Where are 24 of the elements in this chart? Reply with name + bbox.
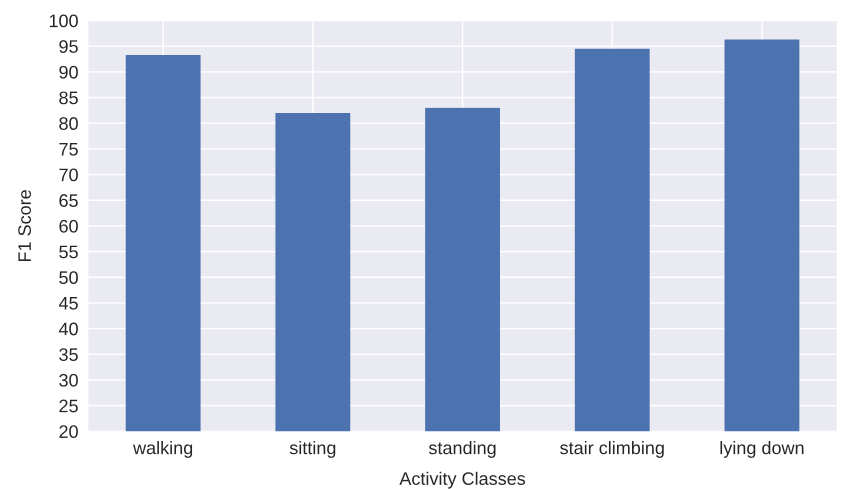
y-tick-label: 60 [59,220,78,233]
y-tick-label: 35 [59,348,78,361]
y-tick-label: 65 [59,194,78,207]
y-tick-label: 70 [59,168,78,182]
x-tick-label: lying down [720,441,804,458]
y-tick-label: 20 [59,425,78,438]
x-tick-label: stair climbing [560,441,664,458]
y-tick-label: 30 [59,374,78,387]
x-axis-title: Activity Classes [399,472,526,489]
y-tick-label: 80 [59,117,78,130]
x-tick-label: walking [133,441,192,458]
y-tick-label: 25 [59,400,78,412]
y-axis-title: F1 Score [18,190,32,262]
y-tick-label: 55 [59,246,78,258]
y-tick-label: 75 [59,143,78,156]
y-tick-label: 45 [58,297,78,310]
y-tick-label: 50 [59,271,78,284]
y-tick-label: 85 [59,91,78,104]
y-tick-label: 95 [59,40,78,53]
x-tick-label: standing [428,441,496,458]
y-tick-label: 90 [59,66,78,79]
x-tick-label: sitting [290,441,336,458]
y-tick-label: 40 [58,322,78,336]
y-tick-label: 100 [50,14,78,28]
